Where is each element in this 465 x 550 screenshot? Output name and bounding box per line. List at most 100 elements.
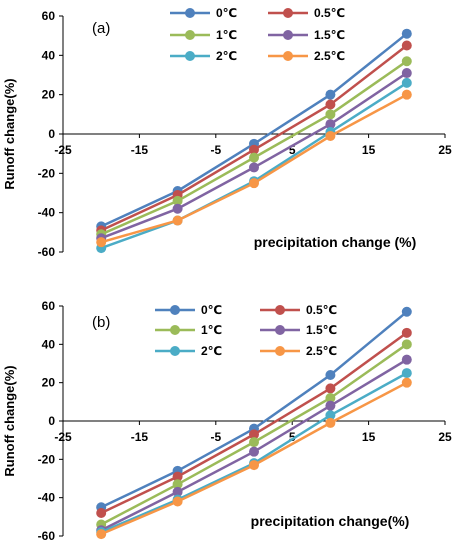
legend-item: 2℃ [170,49,237,63]
data-point [325,109,336,120]
y-tick-label: -20 [38,166,56,180]
data-point [325,370,336,380]
legend-label: 1℃ [201,323,222,337]
series-line [100,44,408,232]
panel-label: (b) [92,314,110,331]
series-0 [96,306,412,513]
x-tick-label: -5 [210,430,221,444]
data-point [172,471,183,482]
data-point [249,152,259,163]
data-point [325,400,336,411]
data-point [325,99,336,110]
series-line [100,310,408,509]
y-tick-label: 60 [42,299,56,313]
legend-item: 2.5℃ [260,344,337,358]
legend-swatch-marker [283,51,293,61]
legend: 0℃ 0.5℃ 1℃ 1.5℃ 2℃ 2.5℃ [170,6,345,63]
data-point [401,28,412,39]
legend-swatch-marker [275,305,285,315]
legend-label: 2.5℃ [314,49,345,63]
legend-item: 0℃ [170,6,237,20]
y-tick-label: -40 [38,206,56,220]
x-tick-label: 15 [362,143,376,157]
y-tick-label: 40 [42,48,56,62]
data-point [96,508,107,518]
data-point [325,130,336,141]
y-tick-label: -40 [38,491,56,505]
legend-label: 0.5℃ [314,6,345,20]
panel-label: (a) [92,20,110,37]
legend-swatch-marker [185,51,195,61]
data-point [325,119,336,130]
series-5 [96,377,412,540]
data-point [401,77,412,88]
x-tick-label: -5 [210,143,221,157]
series-1 [96,327,412,518]
y-tick-label: -20 [38,452,56,466]
legend-swatch-marker [283,30,293,40]
series-line [100,32,408,228]
chart-panel-b: 60 40 20 0 -20 -40 -60 -25 -15 -5 5 15 25 Runoff chan… [2,299,452,543]
data-point [401,327,412,338]
data-point [96,237,107,248]
data-point [249,437,259,448]
data-point [325,89,336,100]
y-tick-label: 60 [42,9,56,23]
legend-item: 1.5℃ [268,28,345,42]
data-point [401,68,412,79]
data-point [401,56,412,67]
data-point [249,460,259,471]
y-tick-label: 0 [48,127,55,141]
legend-swatch-marker [283,8,293,18]
data-point [249,162,259,173]
y-tick-label: 20 [42,88,56,102]
data-point [325,417,336,428]
series-0 [96,28,412,232]
data-point [401,354,412,365]
legend-swatch-marker [275,346,285,356]
legend-label: 2.5℃ [306,344,337,358]
data-point [96,529,107,540]
x-tick-label: 5 [289,430,296,444]
legend-item: 1.5℃ [260,323,337,337]
y-tick-label: 20 [42,376,56,390]
y-tick-label: 40 [42,337,56,351]
y-tick-label: -60 [38,245,56,259]
legend-item: 2.5℃ [268,49,345,63]
data-point [325,393,336,403]
series-5 [96,89,412,248]
series-2 [96,339,412,530]
legend-label: 0℃ [201,303,222,317]
legend-label: 2℃ [216,49,237,63]
data-point [172,486,183,497]
legend: 0℃ 0.5℃ 1℃ 1.5℃ 2℃ 2.5℃ [155,303,337,358]
legend-swatch-marker [275,325,285,335]
legend-swatch-marker [170,346,180,356]
legend-item: 0℃ [155,303,222,317]
data-point [401,377,412,388]
x-axis-title: precipitation change(%) [251,513,410,529]
legend-swatch-marker [185,30,195,40]
legend-label: 1.5℃ [306,323,337,337]
data-point [325,410,336,421]
data-point [401,89,412,100]
data-point [172,215,183,226]
data-point [172,195,183,206]
x-tick-label: -25 [54,143,72,157]
data-point [401,40,412,51]
data-point [401,339,412,350]
legend-swatch-marker [185,8,195,18]
legend-label: 2℃ [201,344,222,358]
data-point [249,429,259,440]
x-tick-label: 15 [362,430,376,444]
legend-item: 1℃ [170,28,237,42]
x-tick-label: 25 [438,143,452,157]
y-tick-label: 0 [48,414,55,428]
x-tick-label: 5 [289,143,296,157]
data-point [249,446,259,457]
legend-item: 0.5℃ [268,6,345,20]
data-point [401,368,412,379]
x-tick-label: -15 [131,430,149,444]
data-point [249,144,259,155]
